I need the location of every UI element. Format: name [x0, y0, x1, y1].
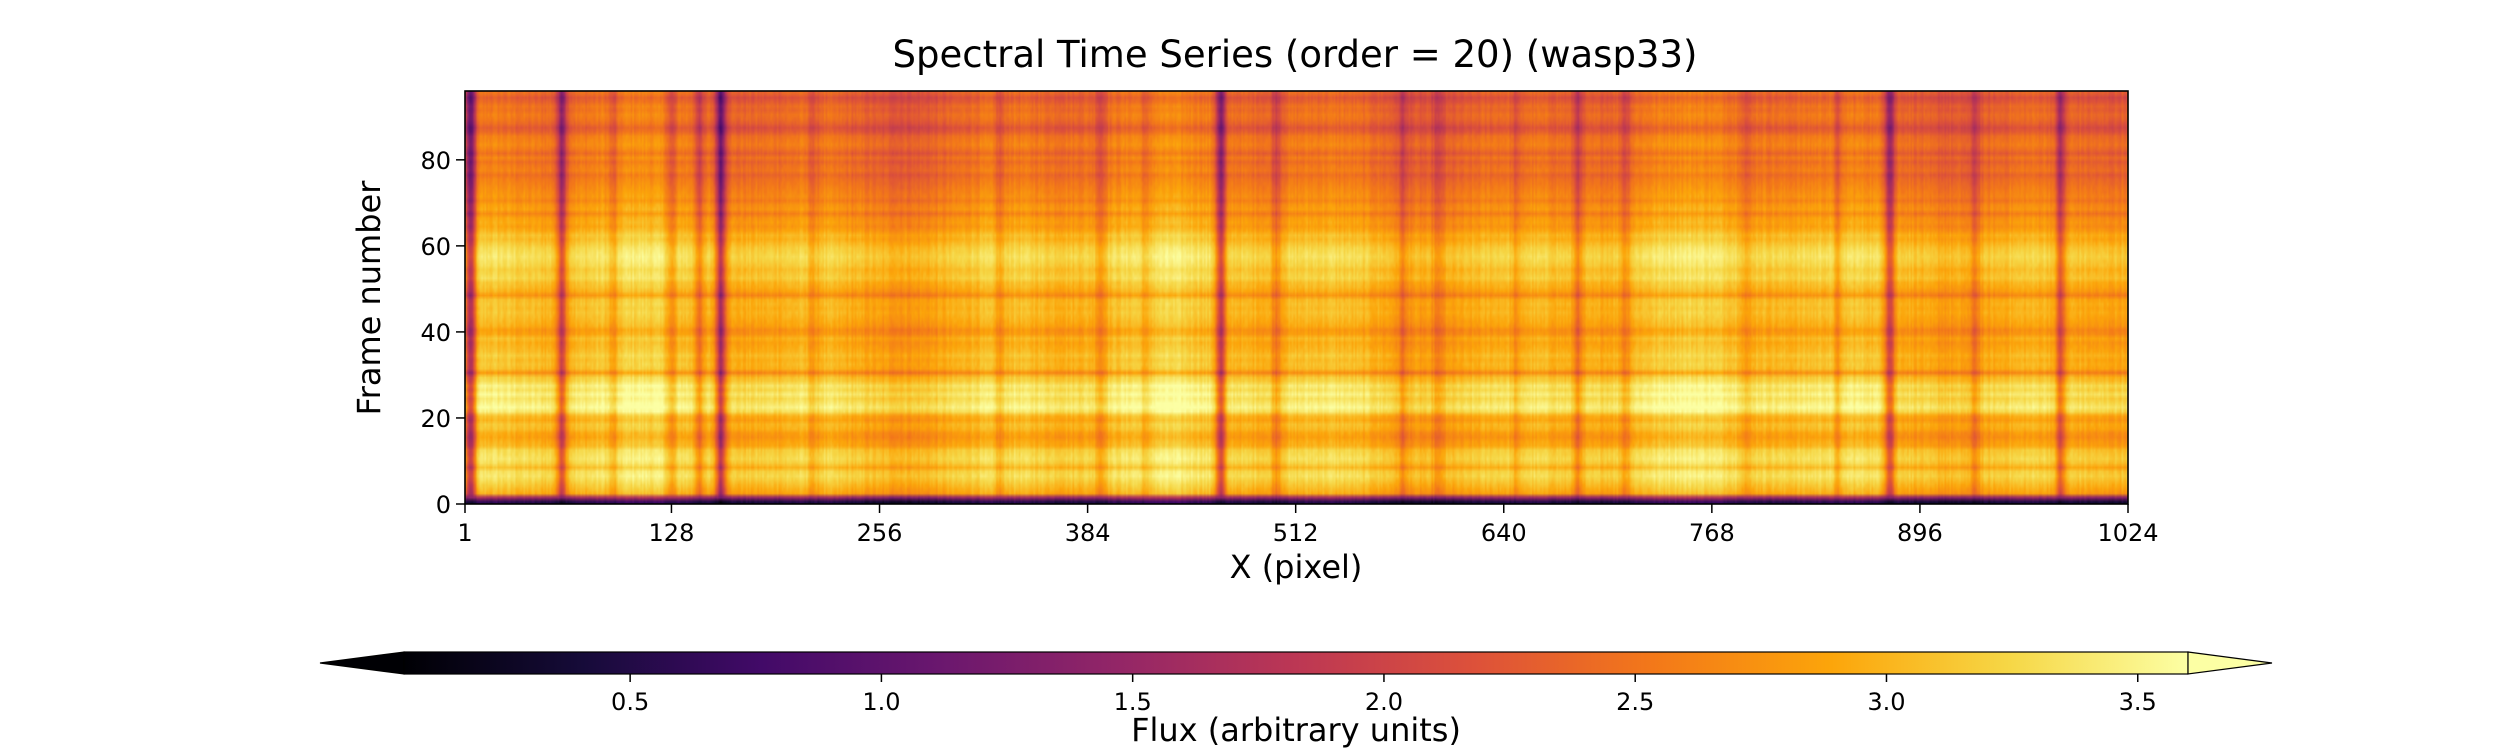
x-axis-ticks: 1 128 256 384 512 640 768 896 1024	[457, 504, 2159, 547]
y-axis-label: Frame number	[350, 180, 388, 416]
x-tick-label: 1024	[2097, 519, 2158, 547]
x-tick-label: 768	[1689, 519, 1735, 547]
x-axis-label: X (pixel)	[1230, 548, 1363, 586]
y-tick-label: 80	[420, 147, 451, 175]
colorbar-tick-label: 2.5	[1616, 688, 1654, 716]
x-tick-label: 256	[857, 519, 903, 547]
colorbar-extend-low	[319, 651, 405, 675]
x-tick-label: 512	[1273, 519, 1319, 547]
colorbar: 0.5 1.0 1.5 2.0 2.5 3.0 3.5 Flux (arbitrary un…	[319, 651, 2273, 749]
colorbar-extend-high	[2187, 651, 2273, 675]
x-tick-label: 128	[649, 519, 695, 547]
x-tick-label: 1	[457, 519, 472, 547]
colorbar-tick-label: 1.0	[862, 688, 900, 716]
colorbar-tick-label: 0.5	[611, 688, 649, 716]
y-tick-label: 20	[420, 405, 451, 433]
y-tick-label: 60	[420, 233, 451, 261]
colorbar-gradient	[403, 651, 2189, 675]
x-tick-label: 896	[1897, 519, 1943, 547]
colorbar-tick-label: 3.5	[2119, 688, 2157, 716]
colorbar-tick-label: 2.0	[1365, 688, 1403, 716]
y-tick-label: 40	[420, 319, 451, 347]
heatmap-plot-area: 1 128 256 384 512 640 768 896 1024 0 20 40 60 80	[420, 90, 2159, 547]
chart-title: Spectral Time Series (order = 20) (wasp3…	[893, 33, 1698, 76]
colorbar-tick-label: 3.0	[1867, 688, 1905, 716]
x-tick-label: 640	[1481, 519, 1527, 547]
y-tick-label: 0	[436, 491, 451, 519]
colorbar-label: Flux (arbitrary units)	[1131, 711, 1461, 749]
heatmap-image	[465, 91, 2128, 504]
y-axis-ticks: 0 20 40 60 80	[420, 147, 465, 519]
colorbar-ticks: 0.5 1.0 1.5 2.0 2.5 3.0 3.5	[611, 674, 2157, 716]
plot-frame	[464, 90, 2129, 505]
colorbar-tick-label: 1.5	[1114, 688, 1152, 716]
x-tick-label: 384	[1065, 519, 1111, 547]
